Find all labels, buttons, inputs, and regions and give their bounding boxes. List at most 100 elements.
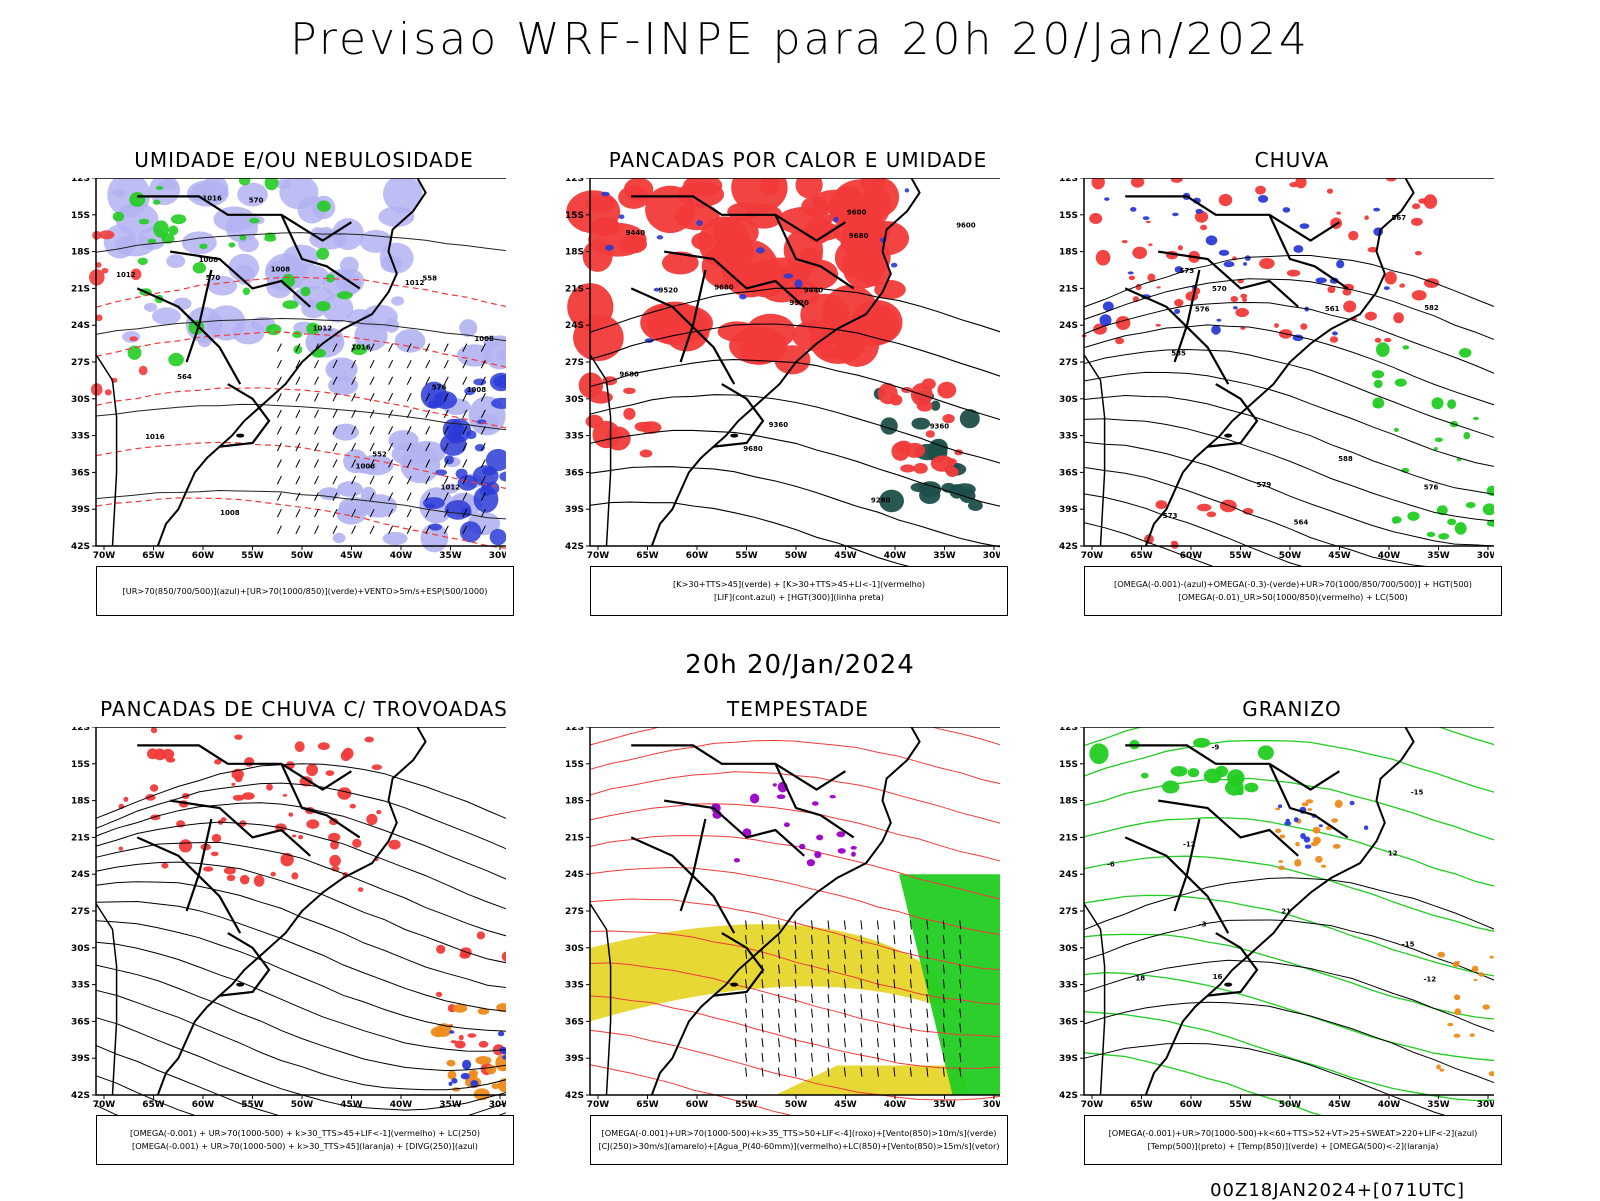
wind-vector <box>893 1052 896 1062</box>
omega-area-orange <box>1279 834 1286 839</box>
wind-vector <box>893 993 896 1004</box>
wind-vector <box>276 343 282 352</box>
humidity-area-lavender <box>391 443 425 466</box>
wind-vector <box>480 459 486 468</box>
instability-area-red <box>849 304 900 346</box>
wind-vector <box>959 1038 962 1048</box>
streamline <box>1083 441 1494 547</box>
rain-area-blue <box>1172 212 1179 217</box>
contour-label: -6 <box>1107 860 1115 868</box>
lon-label: 40W <box>1378 1100 1401 1110</box>
wind-vector <box>351 442 357 452</box>
wind-vector <box>443 409 449 419</box>
wind-vector <box>794 1052 797 1062</box>
wind-vector <box>388 442 394 452</box>
instability-area-red <box>731 178 788 213</box>
omega-area-orange <box>1488 1071 1494 1077</box>
omega-area-orange <box>1489 955 1494 959</box>
humidity-area-lavender <box>325 357 358 382</box>
wind-vector <box>276 508 282 518</box>
contour-label: 558 <box>422 274 437 282</box>
wind-vector <box>843 1023 846 1033</box>
hail-area-blue <box>1304 844 1312 849</box>
instability-area-red <box>800 293 850 336</box>
humidity-area-blue <box>473 486 499 513</box>
lon-label: 35W <box>1427 1100 1450 1110</box>
rain-area-red <box>1170 541 1179 549</box>
humidity-area-lavender <box>378 206 415 227</box>
wind-vector <box>369 426 375 435</box>
temp-500-contour <box>1083 1042 1452 1117</box>
instability-area-red <box>842 244 884 289</box>
rain-area-red <box>1148 243 1153 246</box>
instability-area-red <box>937 381 957 399</box>
humidity-area-lavender <box>166 254 186 268</box>
rain-area-red <box>1364 311 1377 321</box>
humidity-area-lavender <box>358 454 394 476</box>
lon-label: 35W <box>1427 551 1450 561</box>
hail-area-blue <box>1303 836 1311 843</box>
temp-850-contour <box>1083 972 1494 1062</box>
wind-vector <box>827 949 830 959</box>
wind-vector <box>811 920 813 930</box>
rain-area-red <box>1174 299 1184 307</box>
rain-area-blue <box>1293 245 1304 253</box>
wind-vector <box>843 920 846 930</box>
wind-vector <box>959 1023 962 1033</box>
instability-area-red <box>925 430 935 438</box>
lon-label: 55W <box>735 1100 758 1110</box>
rain-area-blue <box>1218 249 1230 256</box>
lon-label: 70W <box>587 551 610 561</box>
legend-box: [OMEGA(-0.001) + UR>70(1000-500) + k>30_… <box>96 1115 514 1165</box>
wind-vector <box>276 426 282 435</box>
wind-vector <box>942 949 945 959</box>
humidity-area-lavender <box>354 320 388 351</box>
storm-area-red <box>306 819 320 829</box>
rain-area-red <box>1132 246 1148 259</box>
storm-area-red <box>376 810 382 815</box>
instability-area-red <box>573 314 624 361</box>
lat-label: 33S <box>71 981 90 991</box>
storm-area-red <box>123 796 129 802</box>
wind-vector <box>332 343 338 352</box>
rain-area-red <box>1194 210 1209 223</box>
divergence-area-blue <box>501 1049 506 1055</box>
wind-vector <box>406 475 412 485</box>
wind-vector <box>295 376 301 385</box>
lat-label: 18S <box>565 248 584 258</box>
wind-vector <box>876 1023 879 1033</box>
height-contour <box>589 287 1000 333</box>
storm-area-red <box>349 803 356 809</box>
wind-vector <box>778 964 781 974</box>
wind-vector <box>369 393 375 402</box>
storm-area-red <box>178 839 193 853</box>
lon-label: 35W <box>933 551 956 561</box>
wind-vector <box>369 343 375 352</box>
rain-area-green <box>1434 437 1443 443</box>
wind-vector <box>314 442 319 452</box>
wind-vector <box>761 1038 764 1048</box>
contour-label: 18 <box>1135 975 1145 983</box>
legend-line: [OMEGA(-0.01)_UR>50(1000/850)(vermelho) … <box>1178 592 1408 602</box>
storm-area-red <box>232 794 245 801</box>
rain-area-red <box>1091 178 1105 190</box>
severe-storm-area <box>814 851 822 859</box>
rain-area-red <box>1155 323 1161 327</box>
wind-vector <box>794 993 797 1004</box>
wind-vector <box>794 1008 797 1018</box>
wind-vector <box>276 525 282 535</box>
wind-vector <box>480 442 486 452</box>
wind-vector <box>406 508 412 518</box>
rain-area-green <box>1447 518 1457 526</box>
lat-label: 36S <box>1059 1017 1078 1027</box>
storm-area-orange <box>477 1007 490 1015</box>
humidity-area-green <box>242 287 250 296</box>
low-level-contour <box>589 803 1000 862</box>
legend-line: [Temp(500)](preto) + [Temp(850)](verde) … <box>1147 1141 1439 1151</box>
wind-vector <box>926 1023 929 1033</box>
wind-vector <box>909 1038 912 1048</box>
wind-vector <box>462 426 468 435</box>
wind-vector <box>314 426 319 435</box>
contour-label: 1008 <box>356 462 376 470</box>
wind-vector <box>909 1067 912 1077</box>
